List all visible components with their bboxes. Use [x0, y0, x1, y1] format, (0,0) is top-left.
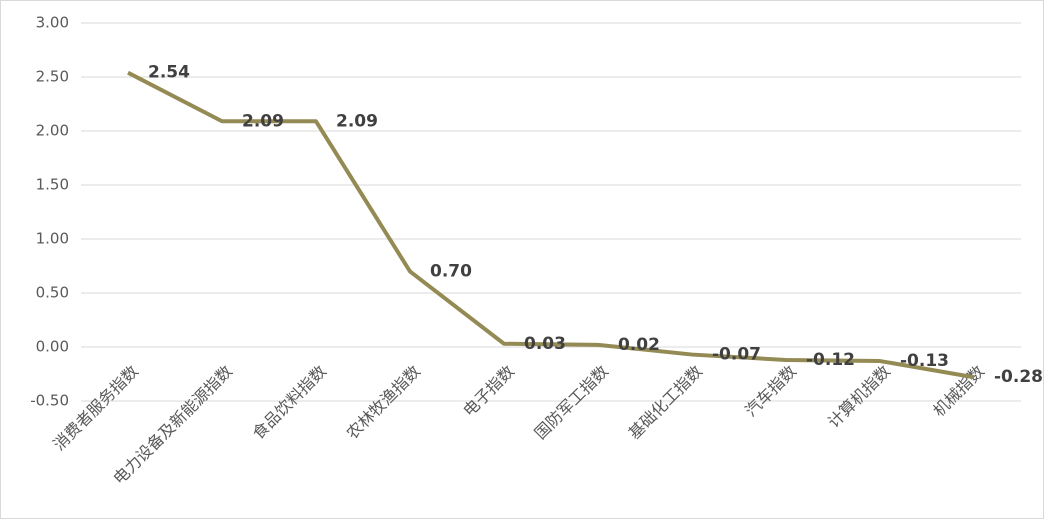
y-tick-label: 1.50 — [36, 176, 69, 194]
data-label: 2.09 — [336, 111, 378, 131]
y-tick-label: 0.00 — [36, 338, 69, 356]
data-label: 0.03 — [524, 334, 566, 354]
data-label: 2.09 — [242, 111, 284, 131]
data-label: 0.70 — [430, 261, 472, 281]
data-label: 0.02 — [618, 335, 660, 355]
y-tick-label: -0.50 — [30, 392, 69, 410]
data-label: -0.28 — [994, 367, 1043, 387]
y-tick-label: 0.50 — [36, 284, 69, 302]
data-label: 2.54 — [148, 63, 190, 83]
y-tick-label: 2.50 — [36, 68, 69, 86]
y-tick-label: 3.00 — [36, 14, 69, 32]
data-line — [127, 70, 975, 380]
data-label: -0.13 — [900, 351, 949, 371]
y-tick-label: 1.00 — [36, 230, 69, 248]
y-tick-label: 2.00 — [36, 122, 69, 140]
data-label: -0.12 — [806, 350, 855, 370]
data-label: -0.07 — [712, 345, 761, 365]
